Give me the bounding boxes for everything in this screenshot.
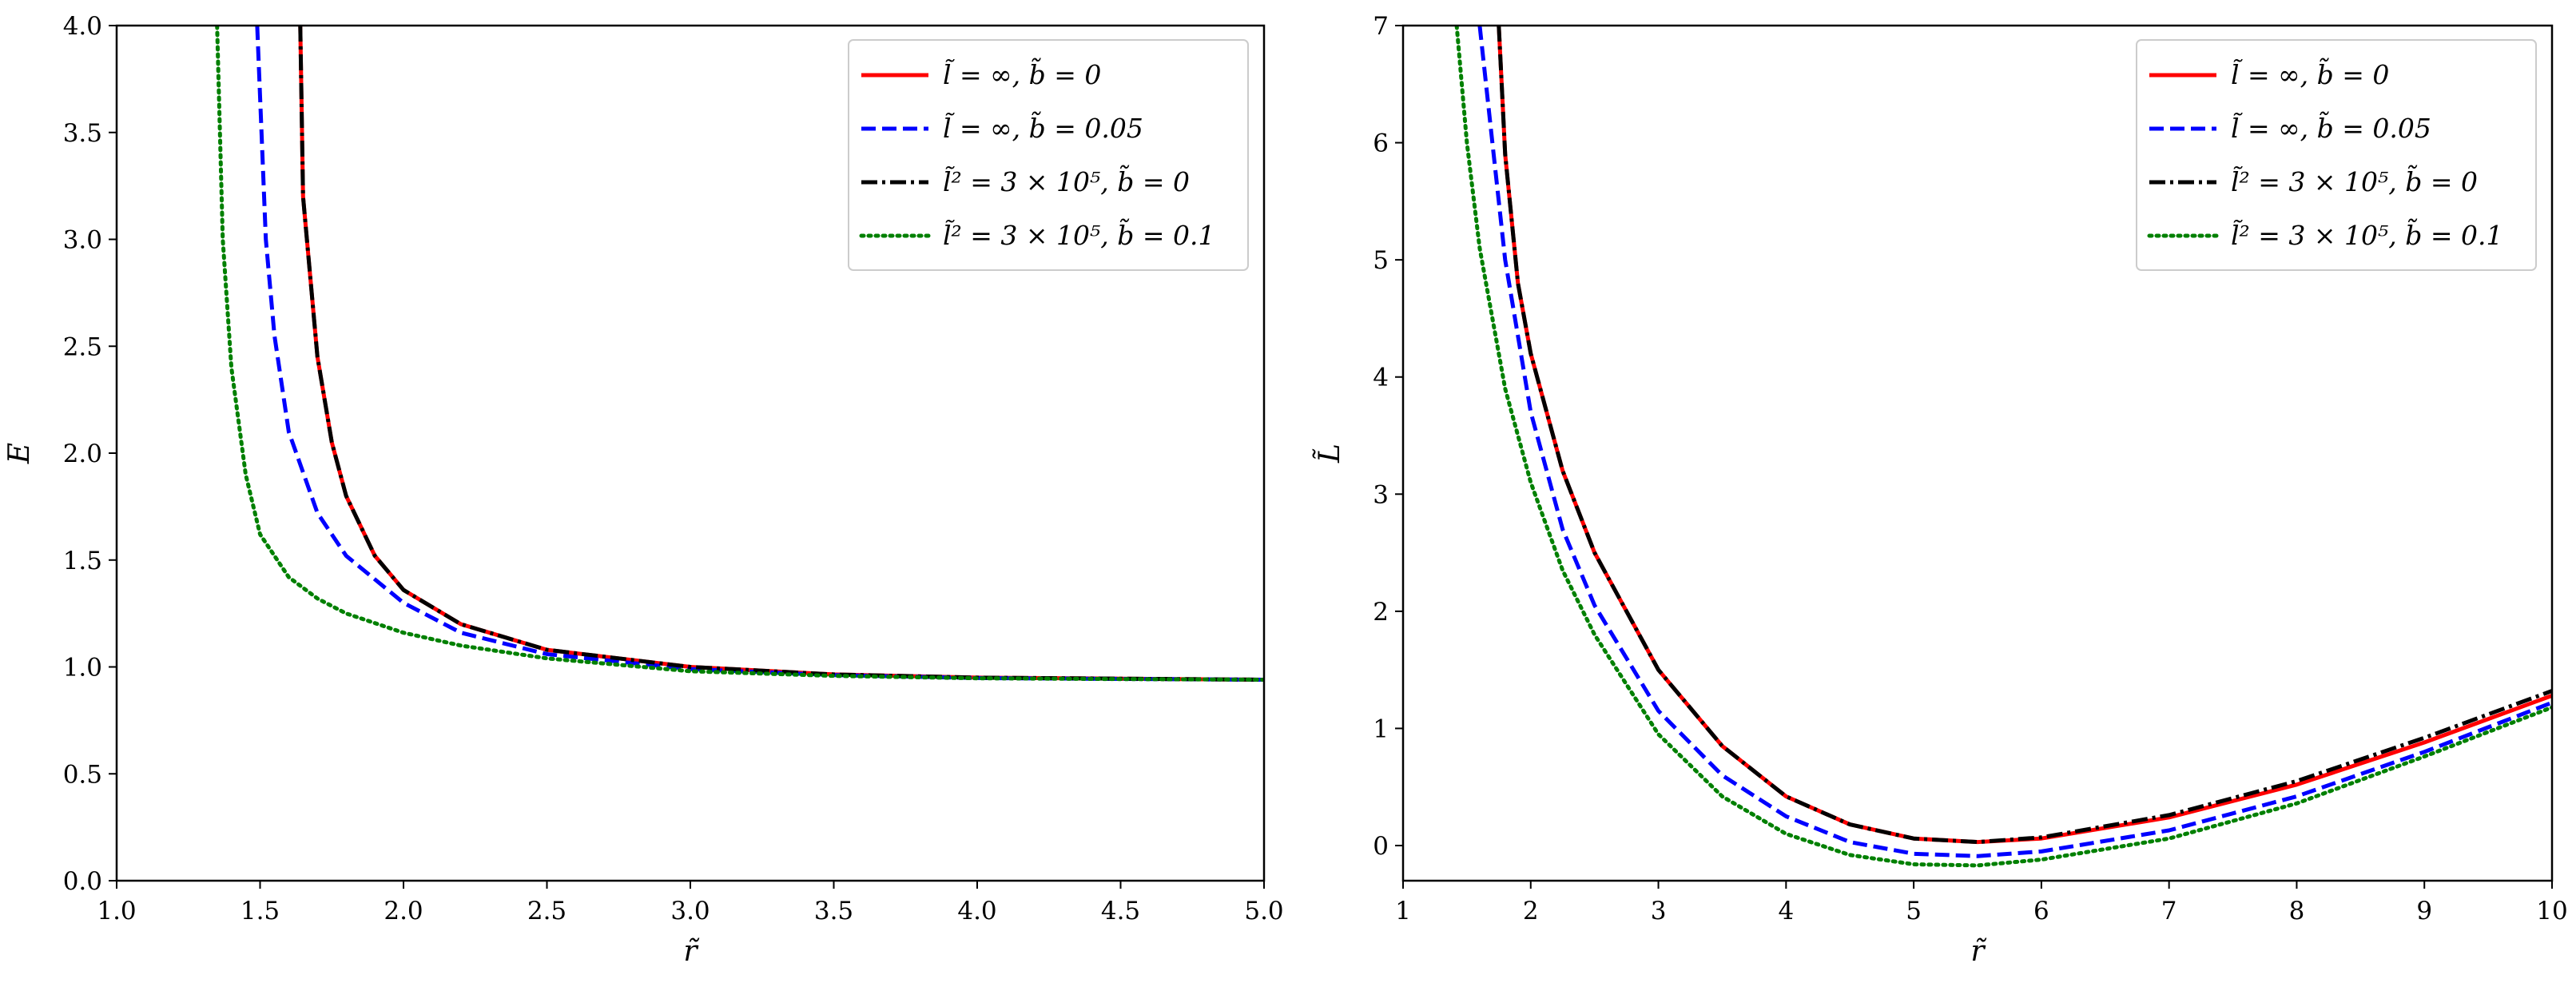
series-line-2 bbox=[1477, 26, 2552, 858]
x-tick-label: 2 bbox=[1523, 897, 1539, 925]
legend-label-3: l̃² = 3 × 10⁵, b̃ = 0 bbox=[2231, 164, 2478, 197]
x-tick-label: 5.0 bbox=[1244, 897, 1283, 925]
y-tick-label: 1.5 bbox=[63, 547, 102, 575]
y-tick-label: 2.5 bbox=[63, 332, 102, 361]
x-axis-label: r̃ bbox=[683, 935, 699, 968]
y-tick-label: 1.0 bbox=[63, 654, 102, 683]
legend: l̃ = ∞, b̃ = 0 l̃ = ∞, b̃ = 0.05 l̃² = 3 ×… bbox=[848, 39, 1249, 271]
y-tick-label: 0.0 bbox=[63, 867, 102, 896]
x-tick-label: 4.5 bbox=[1101, 897, 1140, 925]
x-tick-label: 1.5 bbox=[241, 897, 280, 925]
series-line-1 bbox=[1497, 26, 2552, 845]
series-line-2 bbox=[255, 26, 1264, 682]
x-tick-label: 2.0 bbox=[384, 897, 423, 925]
y-tick-label: 2 bbox=[1373, 598, 1389, 627]
x-tick-label: 2.5 bbox=[527, 897, 566, 925]
y-tick-label: 1 bbox=[1373, 714, 1389, 743]
y-tick-label: 3.0 bbox=[63, 226, 102, 255]
x-tick-label: 3.0 bbox=[670, 897, 710, 925]
legend: l̃ = ∞, b̃ = 0 l̃ = ∞, b̃ = 0.05 l̃² = 3 ×… bbox=[2136, 39, 2537, 271]
y-tick-label: 4.0 bbox=[63, 12, 102, 41]
axes-frame bbox=[1401, 24, 2554, 882]
y-axis-label: E bbox=[3, 443, 36, 464]
x-tick-label: 3.5 bbox=[814, 897, 853, 925]
series-line-4 bbox=[215, 26, 1264, 682]
series-group bbox=[1454, 26, 2552, 868]
y-tick-label: 5 bbox=[1373, 246, 1389, 275]
y-tick-label: 2.0 bbox=[63, 440, 102, 468]
x-tick-label: 7 bbox=[2161, 897, 2177, 925]
series-group bbox=[215, 26, 1264, 682]
x-tick-label: 8 bbox=[2289, 897, 2305, 925]
x-tick-label: 4.0 bbox=[957, 897, 996, 925]
legend-label-3: l̃² = 3 × 10⁵, b̃ = 0 bbox=[943, 164, 1190, 197]
x-tick-label: 10 bbox=[2536, 897, 2567, 925]
x-tick-label: 5 bbox=[1906, 897, 1922, 925]
x-tick-label: 3 bbox=[1651, 897, 1667, 925]
x-tick-label: 4 bbox=[1778, 897, 1794, 925]
x-tick-label: 1.0 bbox=[97, 897, 136, 925]
legend-label-4: l̃² = 3 × 10⁵, b̃ = 0.1 bbox=[943, 217, 1214, 251]
x-axis-label: r̃ bbox=[1970, 935, 1986, 968]
legend-label-2: l̃ = ∞, b̃ = 0.05 bbox=[2231, 110, 2431, 144]
legend-box bbox=[2136, 39, 2537, 271]
x-tick-label: 1 bbox=[1395, 897, 1411, 925]
y-tick-label: 4 bbox=[1373, 364, 1389, 392]
legend-label-1: l̃ = ∞, b̃ = 0 bbox=[2231, 57, 2389, 90]
y-tick-label: 0.5 bbox=[63, 760, 102, 789]
legend-label-1: l̃ = ∞, b̃ = 0 bbox=[943, 57, 1101, 90]
energy-panel: 1.0 1.5 2.0 2.5 3.0 3.5 4.0 4.5 5.0 0.0 0.5 1.0 1.5 2… bbox=[3, 12, 1284, 968]
y-tick-label: 7 bbox=[1373, 12, 1389, 41]
x-tick-label: 9 bbox=[2416, 897, 2432, 925]
y-tick-label: 3 bbox=[1373, 480, 1389, 509]
legend-label-4: l̃² = 3 × 10⁵, b̃ = 0.1 bbox=[2231, 217, 2502, 251]
x-tick-label: 6 bbox=[2033, 897, 2049, 925]
series-line-4 bbox=[1454, 26, 2552, 868]
y-tick-label: 3.5 bbox=[63, 119, 102, 148]
legend-box bbox=[848, 39, 1249, 271]
y-tick-label: 6 bbox=[1373, 129, 1389, 158]
y-axis-label: L̃ bbox=[1313, 444, 1346, 464]
legend-label-2: l̃ = ∞, b̃ = 0.05 bbox=[943, 110, 1143, 144]
y-tick-label: 0 bbox=[1373, 832, 1389, 861]
series-line-3 bbox=[298, 26, 1264, 682]
